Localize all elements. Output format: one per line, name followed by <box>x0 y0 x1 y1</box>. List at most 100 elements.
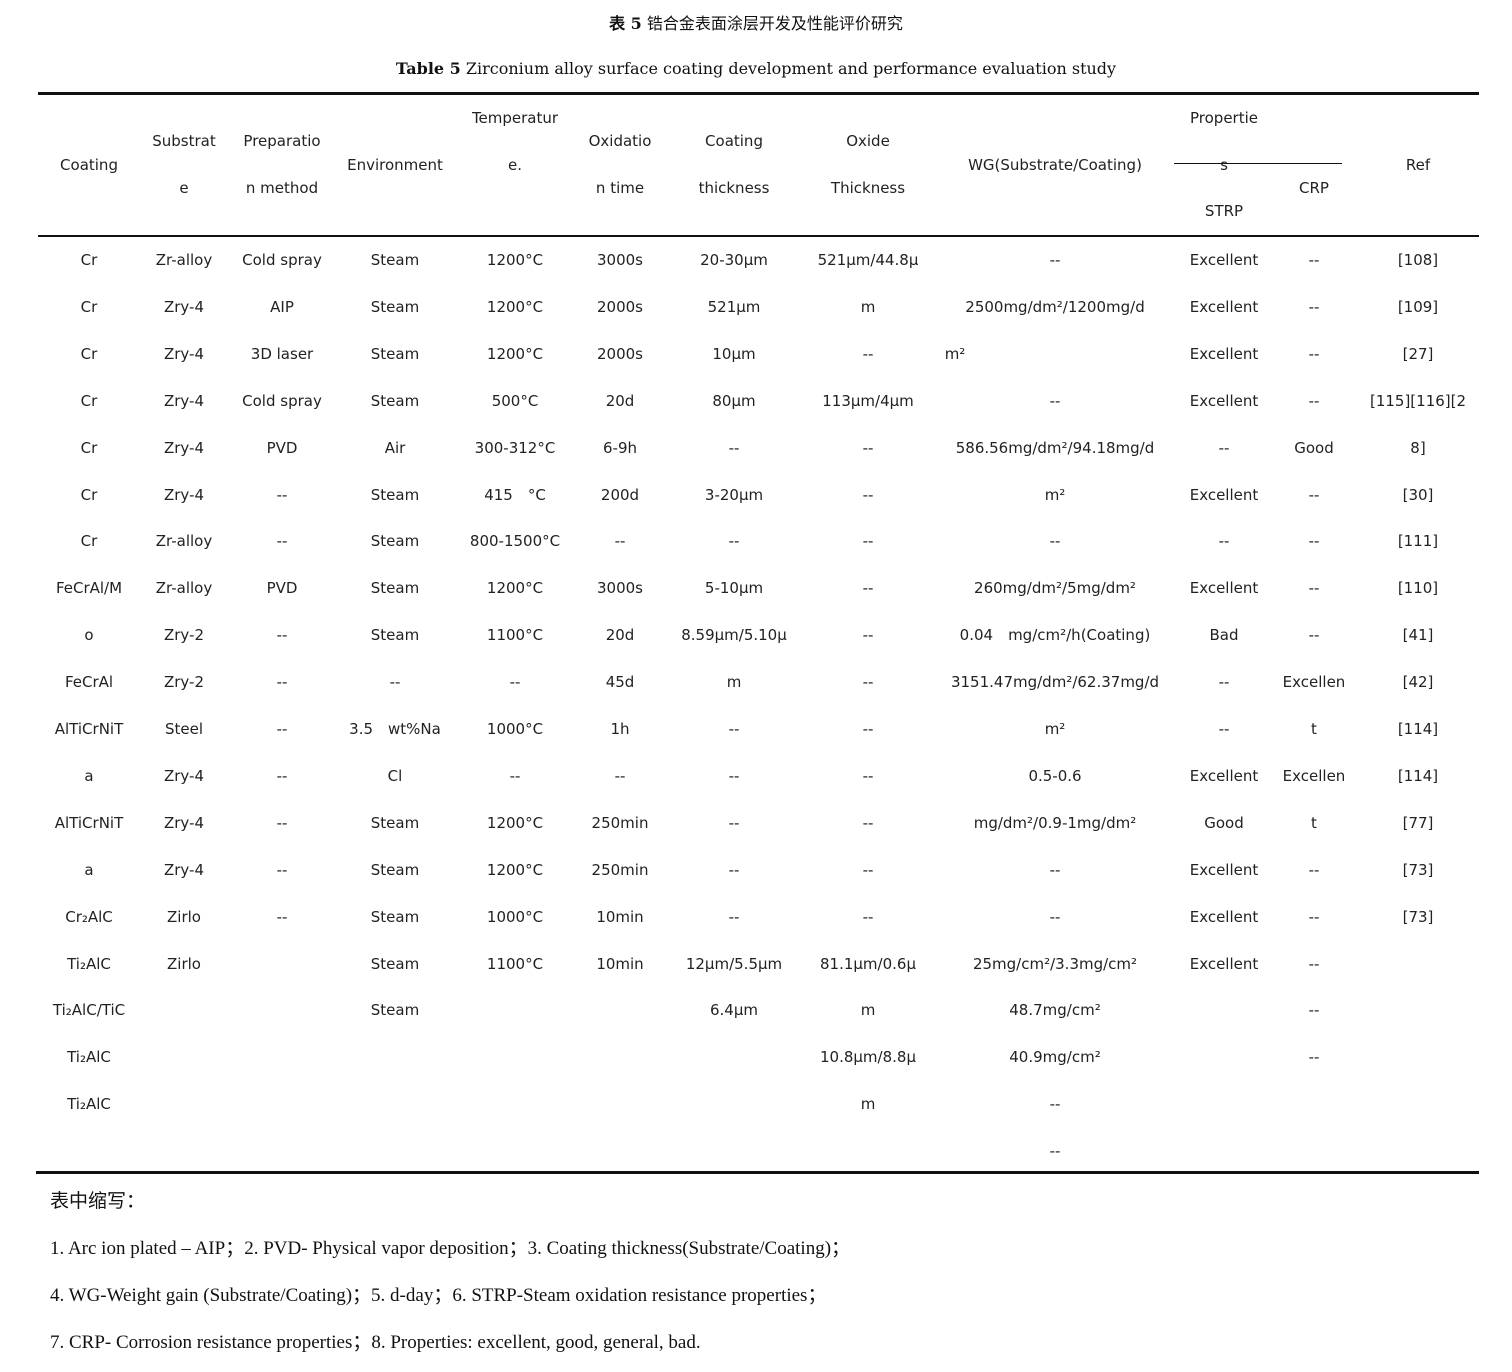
cell-oxide-thickness: 10.8μm/8.8μ <box>819 1048 917 1067</box>
header-oxidation-time: Oxidatio <box>588 132 652 150</box>
cell-temperature: -- <box>509 673 521 692</box>
cell-temperature: 1100°C <box>486 954 544 973</box>
cell-ref: [73] <box>1402 860 1434 879</box>
cell-crp: -- <box>1308 532 1320 551</box>
cell-oxide-thickness: m <box>860 1095 876 1114</box>
cell-oxide-thickness: -- <box>862 626 874 645</box>
cell-oxide-thickness: 521μm/44.8μ <box>817 251 919 269</box>
cell-preparation: PVD <box>266 438 298 457</box>
cell-wg: 260mg/dm²/5mg/dm² <box>974 579 1136 598</box>
cell-coating-thickness: 12μm/5.5μm <box>685 954 783 973</box>
cell-wg: -- <box>1049 532 1061 551</box>
cell-ref: [73] <box>1402 907 1434 926</box>
cell-strp: -- <box>1218 673 1230 692</box>
cell-preparation: -- <box>276 720 288 738</box>
cell-environment: Steam <box>370 1001 420 1020</box>
cell-crp: Excellen <box>1282 673 1346 692</box>
cell-oxide-thickness: -- <box>862 720 874 738</box>
cell-ref: [108] <box>1397 251 1439 269</box>
cell-preparation: Cold spray <box>242 251 322 269</box>
cell-oxidation-time: 1h <box>610 720 630 738</box>
cell-ref: [111] <box>1397 532 1439 551</box>
cell-crp: -- <box>1308 297 1320 316</box>
cell-environment: Steam <box>370 907 420 926</box>
cell-strp: Excellent <box>1189 251 1259 269</box>
header-wg: WG(Substrate/Coating) <box>968 156 1142 174</box>
cell-environment: -- <box>389 673 401 692</box>
cell-oxide-thickness: m <box>860 297 876 316</box>
cell-oxidation-time: 250min <box>591 813 649 832</box>
cell-temperature: 1000°C <box>486 720 544 738</box>
cell-wg: 48.7mg/cm² <box>1009 1001 1101 1020</box>
header-bottom-rule <box>38 235 1479 237</box>
cell-substrate: Zry-4 <box>163 297 205 316</box>
cell-crp: -- <box>1308 485 1320 504</box>
cell-temperature: 500°C <box>491 391 539 410</box>
cell-coating: Cr <box>80 344 98 363</box>
cell-oxidation-time: 200d <box>600 485 640 504</box>
properties-divider <box>1174 163 1342 164</box>
cell-strp: Excellent <box>1189 344 1259 363</box>
cell-wg: -- <box>1049 907 1061 926</box>
cell-oxide-thickness: -- <box>862 532 874 551</box>
cell-substrate: Zirlo <box>167 954 201 973</box>
cell-coating: a <box>84 860 94 879</box>
cell-oxidation-time: 10min <box>596 907 644 926</box>
cell-strp: Excellent <box>1189 766 1259 785</box>
cell-environment: Steam <box>370 344 420 363</box>
header-oxidation-time-2: n time <box>595 179 645 197</box>
cell-crp: -- <box>1308 1001 1320 1020</box>
cell-substrate: Zr-alloy <box>155 579 213 598</box>
cell-coating-thickness: -- <box>728 438 740 457</box>
cell-coating-thickness: -- <box>728 720 740 738</box>
caption-label: Table 5 <box>395 59 461 78</box>
cell-oxide-thickness: -- <box>862 438 874 457</box>
cell-environment: Steam <box>370 813 420 832</box>
cell-strp: Excellent <box>1189 907 1259 926</box>
cell-temperature: 1200°C <box>486 251 544 269</box>
cell-oxide-thickness: -- <box>862 907 874 926</box>
cell-preparation: -- <box>276 766 288 785</box>
cell-coating: Ti₂AlC/TiC <box>52 1001 126 1020</box>
cell-wg: 3151.47mg/dm²/62.37mg/d <box>950 673 1160 692</box>
cell-coating: Cr₂AlC <box>65 907 113 926</box>
header-coating-thickness-2: thickness <box>698 179 770 197</box>
table-top-rule <box>38 92 1479 95</box>
cell-substrate: Zirlo <box>167 907 201 926</box>
cell-environment: Steam <box>370 485 420 504</box>
header-substrate: Substrat <box>152 132 216 150</box>
cell-temperature: 1100°C <box>486 626 544 645</box>
cell-substrate: Zry-4 <box>163 766 205 785</box>
cell-preparation: -- <box>276 813 288 832</box>
cell-environment: Steam <box>370 391 420 410</box>
cell-strp: -- <box>1218 720 1230 738</box>
cell-wg: 0.5-0.6 <box>1028 766 1082 785</box>
cell-crp: Good <box>1294 438 1334 457</box>
cell-oxidation-time: 2000s <box>597 297 643 316</box>
cell-substrate: Zry-4 <box>163 860 205 879</box>
cell-environment: Air <box>384 438 406 457</box>
cell-oxide-thickness: -- <box>862 673 874 692</box>
cell-ref: [30] <box>1402 485 1434 504</box>
cell-coating-thickness: 10μm <box>712 344 756 363</box>
cell-oxidation-time: 20d <box>605 626 635 645</box>
cell-temperature: 1200°C <box>486 860 544 879</box>
header-oxide-thickness: Oxide <box>846 132 890 150</box>
cell-coating-thickness: m <box>726 673 742 692</box>
cell-coating: Cr <box>80 391 98 410</box>
cell-ref: [42] <box>1402 673 1434 692</box>
caption-text: 锆合金表面涂层开发及性能评价研究 <box>646 14 903 33</box>
cell-crp: -- <box>1308 1048 1320 1067</box>
note-line: 1. Arc ion plated – AIP；2. PVD- Physical… <box>50 1238 851 1259</box>
cell-environment: Steam <box>370 860 420 879</box>
cell-coating: Cr <box>80 485 98 504</box>
cell-ref: [77] <box>1402 813 1434 832</box>
cell-coating-thickness: -- <box>728 813 740 832</box>
cell-ref: [109] <box>1397 297 1439 316</box>
cell-strp: -- <box>1218 532 1230 551</box>
cell-oxidation-time: -- <box>614 766 626 785</box>
header-crp: CRP <box>1299 179 1329 197</box>
cell-oxidation-time: -- <box>614 532 626 551</box>
cell-environment: Steam <box>370 532 420 551</box>
cell-environment: Steam <box>370 297 420 316</box>
